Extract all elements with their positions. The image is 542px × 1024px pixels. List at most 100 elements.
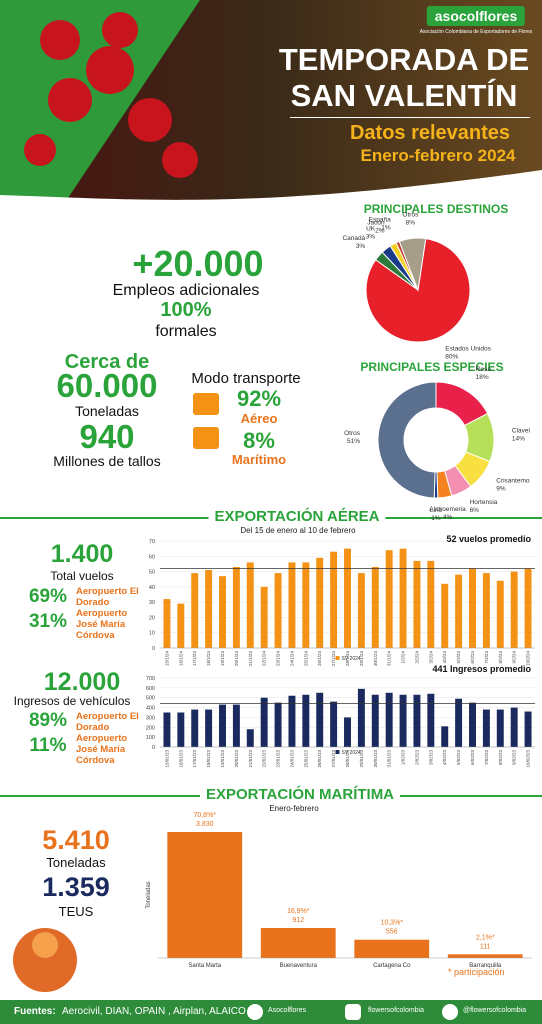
slice-label: Alstroemeria [429, 506, 466, 513]
subtitle: Datos relevantes [349, 122, 511, 144]
x-tick-label: 29/01/23 [359, 750, 364, 768]
value-label: 912 [292, 917, 304, 924]
bar [288, 562, 296, 648]
chart-subtitle: Del 15 de enero al 10 de febrero [240, 526, 356, 535]
slice-value: 9% [496, 485, 506, 492]
bar [496, 580, 504, 648]
chart-title: PRINCIPALES DESTINOS [364, 202, 508, 216]
legend-swatch [335, 750, 340, 754]
average-label: 52 vuelos promedio [446, 534, 531, 544]
airport: Aeropuerto El Dorado [76, 586, 139, 608]
legend-label: SV 2024 [342, 750, 361, 756]
slice-label: Otros [402, 211, 419, 218]
bar [482, 709, 490, 747]
brand: asocolflores [426, 6, 526, 26]
instagram[interactable]: flowersofcolombia [368, 1007, 425, 1014]
x-tick-label: 7/02/23 [484, 750, 489, 766]
x-tick-label: 17/1/24 [192, 651, 197, 667]
bar [455, 574, 463, 648]
x-tick-label: 22/1/24 [262, 651, 267, 667]
stat-label: Empleos adicionales [112, 282, 260, 299]
bar [344, 548, 351, 648]
bar [260, 927, 336, 958]
stat-value: 60.000 [56, 367, 158, 404]
bar [354, 939, 430, 958]
bar [316, 557, 324, 648]
legend-label: SV 2024 [342, 656, 361, 662]
section-title: EXPORTACIÓN AÉREA [208, 508, 386, 525]
x-tick-label: 3/2/24 [428, 651, 433, 664]
x-tick-label: 8/02/23 [498, 750, 503, 766]
x-tick-label: 19/1/24 [220, 651, 225, 667]
bar [316, 692, 324, 747]
x-tick-label: 1/2/24 [401, 651, 406, 664]
x-tick-label: 18/1/24 [206, 651, 211, 667]
slice-value: 3% [356, 243, 366, 250]
bar [427, 560, 435, 648]
facebook-icon [247, 1004, 263, 1020]
x-tick-label: 16/1/24 [178, 651, 183, 667]
bar [191, 709, 199, 747]
stat-value: 92% [236, 386, 282, 411]
bar [330, 551, 338, 648]
stat-value: 1.359 [42, 872, 110, 902]
x-tick-label: 30/1/24 [373, 651, 378, 667]
note: * participación [448, 967, 505, 977]
bar [427, 693, 435, 747]
stat-label: Toneladas [46, 855, 106, 870]
slice-value: 18% [476, 374, 489, 381]
stat-label: Total vuelos [50, 569, 114, 583]
divider [290, 117, 530, 118]
x-tick-label: 31/1/24 [387, 651, 392, 667]
stat-label: Marítimo [231, 452, 287, 467]
value-label: 3.830 [196, 821, 214, 828]
y-tick-label: 400 [146, 706, 155, 712]
bar [260, 586, 268, 648]
bar [510, 707, 518, 747]
x-tick-label: 3/02/23 [428, 750, 433, 766]
slice-value: 14% [512, 436, 525, 443]
slice [377, 381, 437, 499]
x-tick-label: 18/01/23 [206, 750, 211, 768]
x-tick-label: 5/2/24 [456, 651, 461, 664]
y-tick-label: 10 [149, 631, 155, 637]
stat-value: 12.000 [43, 668, 121, 696]
bar [177, 603, 185, 648]
x-tick-label: 1/02/23 [401, 750, 406, 766]
stat-value: +20.000 [132, 243, 264, 284]
bar [371, 694, 379, 747]
slice-label: Jacón [367, 219, 385, 226]
y-tick-label: 30 [149, 600, 155, 606]
stat-value: 940 [79, 418, 135, 455]
bar [163, 599, 171, 648]
bar [357, 688, 365, 747]
chart-title: PRINCIPALES ESPECIES [360, 360, 503, 374]
x-tick-label: 24/1/24 [289, 651, 294, 667]
twitter[interactable]: @flowersofcolombia [463, 1007, 527, 1014]
ship-icon [193, 427, 219, 449]
stat-value: 1.400 [50, 540, 114, 568]
slice-label: Lirio [430, 507, 443, 514]
y-tick-label: 200 [146, 725, 155, 731]
slice-label: UK [366, 226, 376, 233]
stat-label: Ingresos de vehículos [13, 694, 131, 708]
stat-value: 5.410 [42, 825, 110, 855]
airport: Aeropuerto El Dorado [76, 711, 139, 733]
y-tick-label: 0 [152, 745, 155, 751]
bar [302, 694, 310, 747]
stat-label: formales [155, 323, 217, 340]
bar [302, 562, 310, 648]
facebook[interactable]: Asocolflores [268, 1007, 307, 1014]
bar [441, 726, 449, 747]
slice-value: 51% [347, 438, 360, 445]
bar [330, 701, 338, 747]
airport: Aeropuerto José María Córdova [76, 733, 128, 766]
slice-value: 4% [443, 514, 453, 521]
bar [344, 717, 351, 747]
bar [524, 568, 532, 648]
stat-label: Toneladas [75, 403, 139, 419]
slice-value: 80% [445, 353, 458, 360]
y-tick-label: 0 [152, 646, 155, 652]
bar [219, 576, 226, 648]
share-label: 10,3%* [380, 920, 403, 927]
